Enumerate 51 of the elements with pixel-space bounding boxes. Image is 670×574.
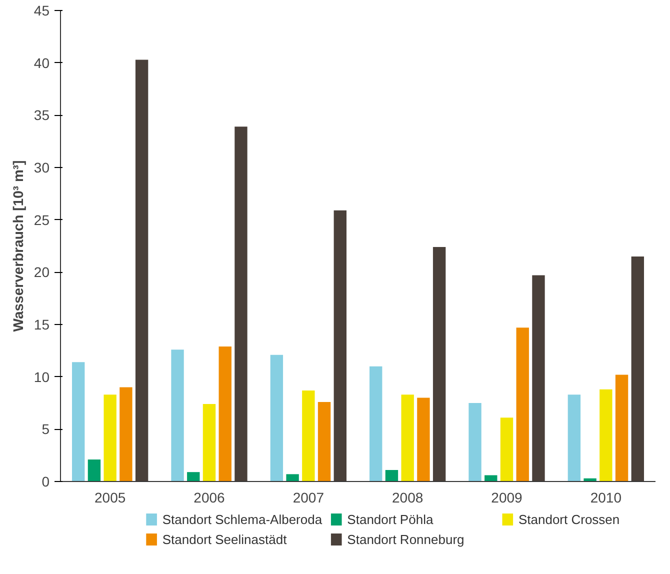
x-tick-label: 2005 bbox=[94, 490, 126, 506]
bar bbox=[468, 403, 482, 482]
bar bbox=[187, 472, 200, 482]
x-tick-label: 2009 bbox=[491, 490, 523, 506]
x-tick-label: 2007 bbox=[292, 490, 324, 506]
bar bbox=[417, 398, 430, 482]
bar bbox=[600, 389, 612, 482]
x-tick-label: 2006 bbox=[194, 490, 226, 506]
bar bbox=[532, 275, 545, 482]
bar bbox=[432, 247, 446, 482]
bar bbox=[202, 404, 216, 482]
y-tick-label: 20 bbox=[34, 264, 50, 280]
y-tick-label: 35 bbox=[34, 107, 50, 124]
y-tick-label: 5 bbox=[42, 421, 50, 438]
y-tick-label: 0 bbox=[42, 474, 50, 490]
legend-label: Standort Seelinastädt bbox=[162, 532, 288, 547]
bar bbox=[500, 418, 514, 482]
bar bbox=[568, 394, 581, 482]
bar bbox=[171, 350, 184, 482]
bar bbox=[370, 366, 382, 482]
bar bbox=[615, 374, 628, 482]
bar bbox=[302, 390, 315, 482]
legend-label: Standort Crossen bbox=[518, 512, 620, 527]
bar bbox=[318, 402, 331, 482]
bar bbox=[286, 474, 299, 482]
legend-label: Standort Ronneburg bbox=[347, 532, 464, 547]
bar bbox=[135, 60, 148, 482]
y-tick-label: 45 bbox=[34, 2, 50, 18]
bar bbox=[104, 394, 116, 482]
bar bbox=[270, 354, 284, 482]
bar bbox=[88, 460, 101, 482]
bar bbox=[120, 387, 132, 482]
bar bbox=[484, 475, 498, 482]
y-tick-label: 15 bbox=[34, 316, 50, 332]
legend-label: Standort Pöhla bbox=[347, 512, 434, 527]
bar bbox=[401, 394, 414, 482]
bar bbox=[334, 210, 346, 482]
y-tick-label: 10 bbox=[34, 368, 50, 385]
y-axis-title: Wasserverbrauch [10³ m³] bbox=[10, 160, 26, 332]
bar bbox=[218, 346, 232, 482]
x-tick-label: 2008 bbox=[392, 490, 424, 506]
bar bbox=[516, 328, 529, 482]
bar bbox=[385, 470, 398, 482]
y-tick-label: 30 bbox=[34, 160, 50, 176]
bar bbox=[72, 362, 85, 482]
y-tick-label: 40 bbox=[34, 54, 50, 71]
y-tick-label: 25 bbox=[34, 212, 50, 228]
legend-label: Standort Schlema-Alberoda bbox=[162, 512, 323, 527]
bar bbox=[631, 256, 644, 482]
x-tick-label: 2010 bbox=[590, 490, 622, 506]
bar bbox=[234, 126, 248, 482]
